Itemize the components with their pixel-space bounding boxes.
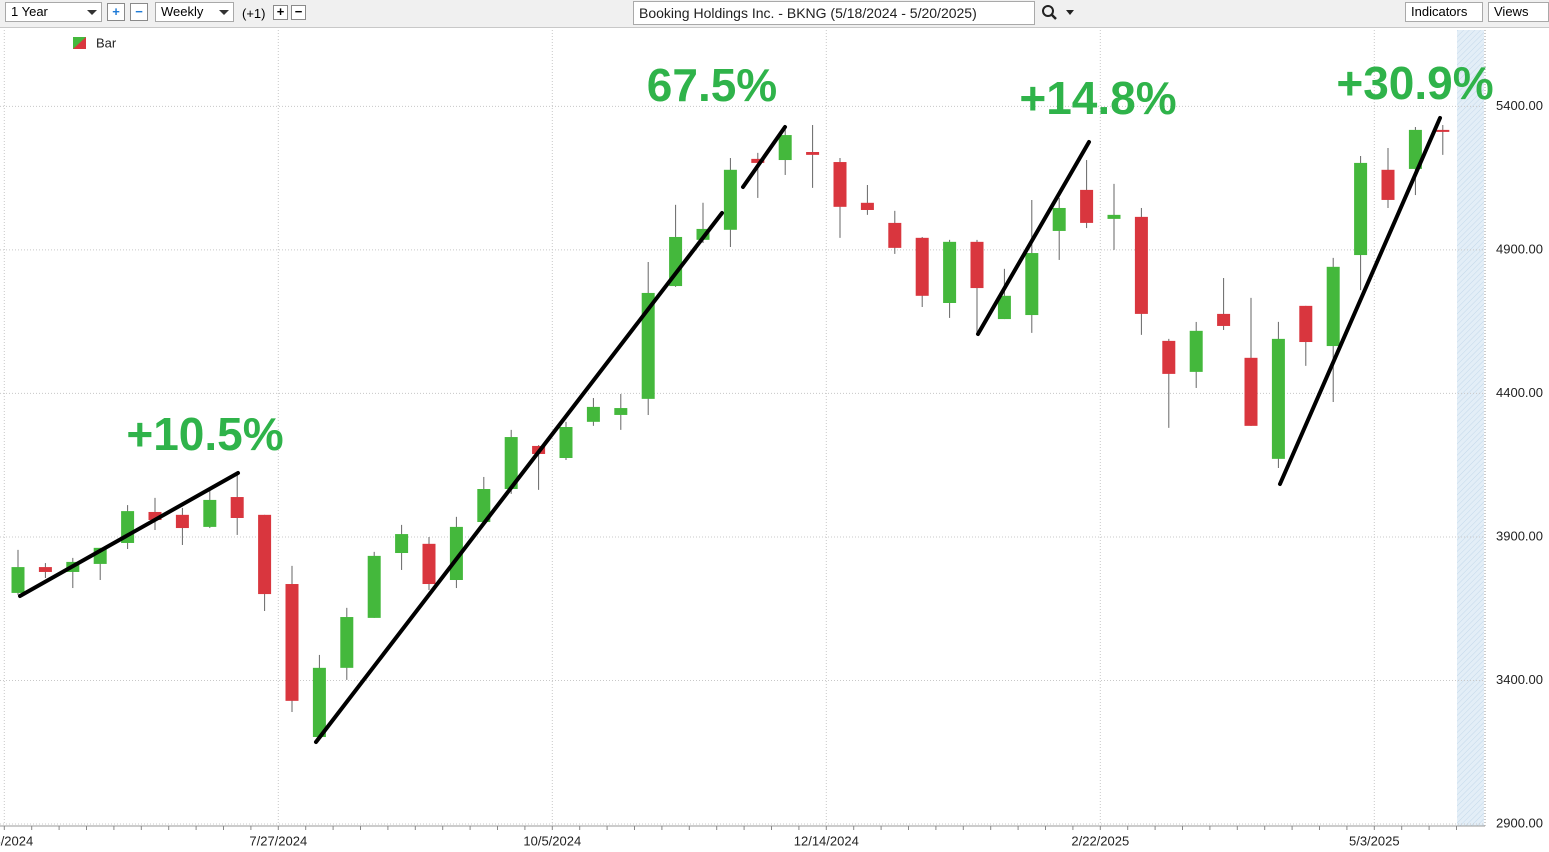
gain-annotation: 67.5%	[647, 59, 777, 111]
views-button[interactable]: Views	[1488, 2, 1549, 22]
y-tick-label: 3900.00	[1496, 528, 1543, 543]
candle-body	[1436, 129, 1450, 132]
zoom-in[interactable]: +	[107, 3, 125, 21]
candle-body	[806, 151, 820, 155]
trend-line	[18, 471, 240, 598]
candle-body	[1326, 266, 1340, 347]
candle-body	[943, 241, 957, 303]
candle-body	[1271, 338, 1285, 459]
gain-annotation: +14.8%	[1019, 72, 1176, 124]
gain-annotation: +10.5%	[126, 408, 283, 460]
interval-label: Weekly	[161, 4, 204, 19]
y-tick-label: 4400.00	[1496, 385, 1543, 400]
candle-body	[340, 617, 354, 668]
candle-body	[997, 295, 1011, 320]
candle-body	[1162, 340, 1176, 374]
candle-body	[395, 534, 409, 554]
legend-label: Bar	[96, 35, 117, 50]
candle-body	[1052, 207, 1066, 231]
candle-body	[833, 162, 847, 207]
legend-icon	[73, 37, 86, 49]
candle-body	[203, 499, 217, 527]
candle-body	[888, 222, 902, 248]
candle-body	[312, 667, 326, 738]
y-tick-label: 5400.00	[1496, 98, 1543, 113]
candle-body	[1299, 305, 1313, 343]
future-hatch	[1457, 30, 1484, 826]
y-tick-label: 4900.00	[1496, 241, 1543, 256]
x-tick-label: 2/22/2025	[1071, 833, 1129, 848]
gain-annotation: +30.9%	[1336, 57, 1493, 109]
candle-body	[970, 241, 984, 289]
candle-body	[258, 514, 272, 595]
candle-body	[230, 497, 244, 518]
indicators-label: Indicators	[1411, 4, 1468, 19]
candle-body	[586, 406, 600, 422]
views-label: Views	[1494, 4, 1529, 19]
candle-body	[1134, 216, 1148, 314]
candle-body	[559, 427, 573, 459]
y-tick-label: 2900.00	[1496, 815, 1543, 830]
candle-body	[860, 202, 874, 210]
candle-body	[367, 555, 381, 618]
candle-body	[696, 228, 710, 240]
trend-line	[976, 140, 1091, 336]
candle-body	[1381, 169, 1395, 200]
candle-body	[1217, 313, 1231, 326]
candle-body	[504, 437, 518, 490]
offset-label: (+1)	[242, 6, 266, 21]
candle-body	[148, 511, 162, 521]
y-tick-label: 3400.00	[1496, 672, 1543, 687]
candle-body	[641, 292, 655, 399]
candle-body	[751, 158, 765, 163]
candle-body	[1107, 214, 1121, 219]
candle-body	[778, 135, 792, 161]
zoom-out[interactable]: −	[130, 3, 148, 21]
candle-body	[723, 169, 737, 230]
period-select[interactable]: 1 Year	[5, 2, 102, 22]
offset-plus[interactable]: +	[273, 5, 288, 20]
x-tick-label: 5/3/2025	[1349, 833, 1400, 848]
x-tick-label: 7/27/2024	[249, 833, 307, 848]
interval-select[interactable]: Weekly	[155, 2, 234, 22]
candle-body	[915, 237, 929, 296]
search-button[interactable]	[1040, 1, 1080, 25]
candle-body	[449, 526, 463, 581]
toolbar: 1 Year + − Weekly (+1) + − Booking Holdi…	[0, 0, 1549, 28]
candle-body	[1408, 129, 1422, 169]
title-text: Booking Holdings Inc. - BKNG (5/18/2024 …	[639, 5, 977, 21]
candle-body	[38, 567, 52, 572]
candle-body	[1354, 162, 1368, 256]
candle-body	[1025, 253, 1039, 316]
trend-line	[741, 125, 787, 189]
x-tick-label: 12/14/2024	[794, 833, 859, 848]
indicators-button[interactable]: Indicators	[1405, 2, 1483, 22]
candle-body	[285, 584, 299, 701]
x-tick-label: 10/5/2024	[523, 833, 581, 848]
trend-line	[1278, 116, 1442, 486]
offset-minus[interactable]: −	[291, 5, 306, 20]
candle-body	[614, 408, 628, 415]
candle-body	[175, 514, 189, 529]
symbol-title[interactable]: Booking Holdings Inc. - BKNG (5/18/2024 …	[633, 1, 1035, 25]
x-tick-label: 5/18/2024	[0, 833, 33, 848]
candle-body	[422, 543, 436, 585]
candle-body	[11, 567, 25, 593]
candle-body	[1189, 330, 1203, 372]
candle-body	[477, 489, 491, 523]
candle-body	[1080, 189, 1094, 223]
candle-body	[1244, 357, 1258, 426]
trend-line	[314, 211, 724, 744]
period-label: 1 Year	[11, 4, 48, 19]
trend-lines	[18, 116, 1442, 744]
candle-body	[669, 236, 683, 287]
